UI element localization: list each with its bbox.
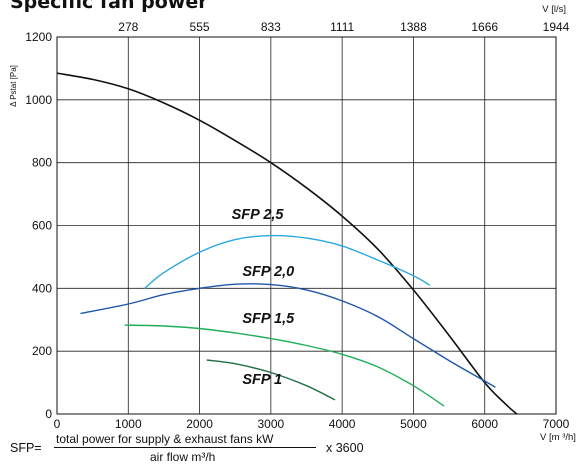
- x-axis-label: V [m ³/h]: [540, 432, 576, 443]
- x-tick-label: 6000: [471, 417, 498, 431]
- y-tick-label: 400: [32, 281, 52, 295]
- x2-tick-label: 1666: [471, 20, 498, 34]
- x2-axis-label: V [l/s]: [542, 4, 566, 15]
- x2-tick-label: 833: [261, 20, 281, 34]
- axes: 0 1000 2000 3000 4000 5000 6000 7000 0 200 400 600 8…: [9, 4, 576, 443]
- curve-label: SFP 2,5: [232, 207, 285, 223]
- curve-label: SFP 2,0: [242, 264, 294, 280]
- x2-tick-label: 1388: [400, 20, 427, 34]
- series-layer: [56, 72, 518, 415]
- formula-denominator: air flow m³/h: [150, 450, 216, 464]
- series-line-fan-curve: [56, 72, 518, 415]
- grid: [57, 37, 556, 414]
- annotation-layer: SFP 2,5 SFP 2,0 SFP 1,5 SFP 1: [232, 207, 295, 388]
- y-tick-label: 1000: [25, 93, 52, 107]
- plot-frame: [56, 36, 557, 415]
- sfp-formula: SFP= total power for supply & exhaust fa…: [10, 432, 430, 466]
- y-tick-label: 200: [32, 344, 52, 358]
- x2-tick-label: 555: [190, 20, 210, 34]
- x-tick-label: 7000: [543, 417, 570, 431]
- series-line-sfp-2-0: [80, 283, 496, 388]
- x-tick-label: 2000: [186, 417, 213, 431]
- chart-title: Specific fan power: [10, 0, 208, 13]
- formula-lhs: SFP=: [10, 441, 42, 455]
- curve-label: SFP 1: [242, 372, 282, 388]
- x-tick-label: 1000: [115, 417, 142, 431]
- series-line-sfp-1-5: [124, 324, 445, 407]
- x2-tick-label: 1944: [543, 20, 570, 34]
- x2-tick-label: 278: [118, 20, 138, 34]
- series-line-sfp-2-5: [144, 234, 431, 289]
- formula-multiplier: x 3600: [326, 441, 364, 455]
- x-tick-label: 3000: [258, 417, 285, 431]
- y-tick-label: 1200: [25, 30, 52, 44]
- y-tick-label: 800: [32, 156, 52, 170]
- curve-label: SFP 1,5: [242, 311, 295, 327]
- y-tick-label: 600: [32, 219, 52, 233]
- x-tick-label: 4000: [329, 417, 356, 431]
- fraction-bar: [54, 447, 316, 448]
- y-tick-label: 0: [45, 407, 52, 421]
- y-axis-label: Δ Pstat [Pa]: [9, 65, 18, 107]
- x-tick-label: 0: [54, 417, 61, 431]
- formula-numerator: total power for supply & exhaust fans kW: [56, 432, 274, 446]
- x-tick-label: 5000: [400, 417, 427, 431]
- series-line-sfp-1: [206, 359, 336, 401]
- x2-tick-label: 1111: [330, 20, 354, 34]
